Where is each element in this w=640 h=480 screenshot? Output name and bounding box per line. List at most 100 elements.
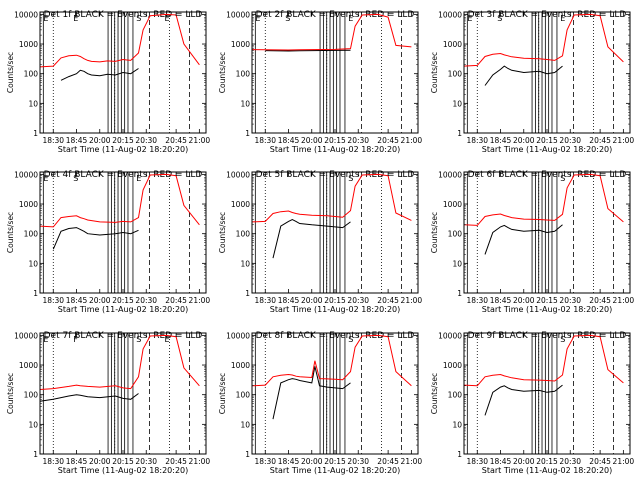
marker-label: S xyxy=(560,174,565,183)
y-tick-label: 10000 xyxy=(226,331,250,340)
x-tick-label: 20:00 xyxy=(513,457,535,466)
x-axis-label: Start Time (11-Aug-02 18:20:20) xyxy=(270,466,401,475)
x-tick-label: 20:15 xyxy=(536,457,558,466)
y-tick-label: 10 xyxy=(452,99,462,108)
x-tick-label: 21:00 xyxy=(401,296,423,305)
x-tick-label: 20:15 xyxy=(324,136,346,145)
series-lld xyxy=(40,173,200,228)
x-tick-label: 20:30 xyxy=(559,296,581,305)
y-tick-label: 1 xyxy=(245,450,250,459)
y-tick-label: 1 xyxy=(33,129,38,138)
x-tick-label: 21:00 xyxy=(189,136,211,145)
x-axis-label: Start Time (11-Aug-02 18:20:20) xyxy=(270,145,401,154)
y-tick-label: 100 xyxy=(448,391,463,400)
x-tick-label: 20:45 xyxy=(377,457,399,466)
x-tick-label: 18:30 xyxy=(466,296,488,305)
x-tick-label: 18:45 xyxy=(278,457,300,466)
marker-label: E xyxy=(43,174,48,183)
marker-label: E xyxy=(255,14,260,23)
x-tick-label: 18:30 xyxy=(466,136,488,145)
x-tick-label: 20:45 xyxy=(165,457,187,466)
y-tick-label: 1000 xyxy=(443,200,462,209)
series-lld xyxy=(40,334,200,390)
marker-label: E xyxy=(165,14,170,23)
series-events xyxy=(60,68,139,81)
y-tick-label: 1000 xyxy=(231,361,250,370)
y-tick-label: 10000 xyxy=(438,331,462,340)
x-tick-label: 20:15 xyxy=(536,136,558,145)
y-tick-label: 10 xyxy=(240,420,250,429)
x-tick-label: 21:00 xyxy=(613,136,635,145)
marker-label: S xyxy=(136,14,141,23)
marker-label: S xyxy=(285,14,290,23)
x-tick-label: 20:45 xyxy=(165,296,187,305)
y-tick-label: 10000 xyxy=(438,170,462,179)
y-tick-label: 100 xyxy=(24,230,39,239)
y-axis-label: Counts/sec xyxy=(218,212,227,253)
x-axis-label: Start Time (11-Aug-02 18:20:20) xyxy=(482,305,613,314)
marker-label: S xyxy=(73,174,78,183)
x-tick-label: 21:00 xyxy=(401,457,423,466)
y-axis-label: Counts/sec xyxy=(430,52,439,93)
marker-label: E xyxy=(348,14,353,23)
x-tick-label: 18:30 xyxy=(254,136,276,145)
x-axis-label: Start Time (11-Aug-02 18:20:20) xyxy=(58,145,189,154)
x-axis-label: Start Time (11-Aug-02 18:20:20) xyxy=(482,145,613,154)
series-lld xyxy=(252,13,412,51)
y-tick-label: 1 xyxy=(33,450,38,459)
x-tick-label: 21:00 xyxy=(613,457,635,466)
marker-label: E xyxy=(467,14,472,23)
x-tick-label: 21:00 xyxy=(613,296,635,305)
y-axis-label: Counts/sec xyxy=(430,212,439,253)
series-events xyxy=(40,393,139,402)
marker-label: S xyxy=(560,335,565,344)
x-tick-label: 18:45 xyxy=(66,136,88,145)
y-axis-label: Counts/sec xyxy=(6,373,15,414)
x-tick-label: 20:00 xyxy=(89,296,111,305)
y-tick-label: 1000 xyxy=(231,40,250,49)
x-tick-label: 20:15 xyxy=(112,136,134,145)
y-tick-label: 10 xyxy=(452,420,462,429)
series-events xyxy=(265,49,351,52)
x-axis-label: Start Time (11-Aug-02 18:20:20) xyxy=(58,466,189,475)
y-tick-label: 1000 xyxy=(19,40,38,49)
x-tick-label: 18:45 xyxy=(490,457,512,466)
y-tick-label: 100 xyxy=(448,70,463,79)
y-tick-label: 1 xyxy=(457,129,462,138)
x-tick-label: 20:45 xyxy=(377,296,399,305)
marker-label: F xyxy=(73,335,78,344)
x-tick-label: 21:00 xyxy=(189,457,211,466)
x-tick-label: 20:45 xyxy=(589,136,611,145)
x-tick-label: 20:00 xyxy=(301,136,323,145)
y-tick-label: 100 xyxy=(24,391,39,400)
y-tick-label: 10000 xyxy=(438,10,462,19)
series-lld xyxy=(464,173,624,226)
x-tick-label: 20:30 xyxy=(347,296,369,305)
marker-label: E xyxy=(43,335,48,344)
x-tick-label: 18:45 xyxy=(66,296,88,305)
y-tick-label: 1000 xyxy=(19,200,38,209)
y-axis-label: Counts/sec xyxy=(218,52,227,93)
series-lld xyxy=(464,334,624,387)
series-lld xyxy=(40,13,200,68)
y-tick-label: 100 xyxy=(236,230,251,239)
x-tick-label: 20:45 xyxy=(165,136,187,145)
panel-det-5: Det 5f BLACK = Events, RED = LLDS1101001… xyxy=(218,170,422,314)
x-axis-label: Start Time (11-Aug-02 18:20:20) xyxy=(270,305,401,314)
x-tick-label: 20:45 xyxy=(589,457,611,466)
x-tick-label: 18:45 xyxy=(278,296,300,305)
y-tick-label: 1 xyxy=(245,289,250,298)
y-tick-label: 10000 xyxy=(226,170,250,179)
x-tick-label: 20:00 xyxy=(513,136,535,145)
plot-frame xyxy=(251,171,419,294)
plot-frame xyxy=(463,332,631,455)
marker-label: S xyxy=(348,335,353,344)
y-tick-label: 1 xyxy=(33,289,38,298)
panel-det-9: Det 9f BLACK = Events, RED = LLDS1101001… xyxy=(430,331,634,475)
x-tick-label: 18:45 xyxy=(66,457,88,466)
y-tick-label: 10 xyxy=(240,99,250,108)
